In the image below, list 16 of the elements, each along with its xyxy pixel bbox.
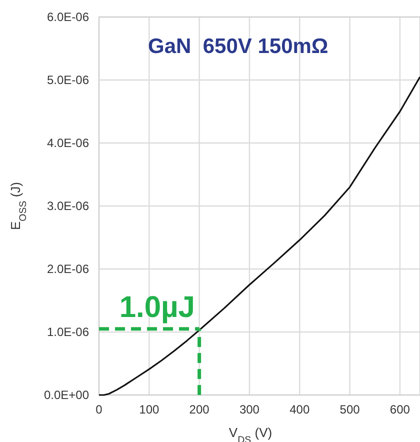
y-tick-label: 0.0E+00 [44, 388, 90, 402]
x-tick-label: 600 [390, 402, 410, 417]
y-tick-label: 2.0E-06 [46, 262, 90, 276]
y-tick-label: 1.0E-06 [46, 324, 90, 339]
y-tick-label: 6.0E-06 [46, 10, 90, 24]
y-tick-label: 3.0E-06 [46, 198, 90, 213]
annotation: 1.0µJ [119, 290, 195, 324]
y-tick-label: 5.0E-06 [46, 72, 90, 87]
text: GaN 650V 150mΩ [148, 35, 328, 58]
x-tick-label: 300 [239, 402, 260, 417]
x-tick-label: 100 [139, 402, 160, 417]
x-tick-label: 500 [340, 402, 360, 417]
x-tick-label: 400 [290, 402, 310, 417]
y-tick-label: 4.0E-06 [46, 136, 90, 150]
x-tick-label: 0 [96, 402, 103, 417]
x-tick-label: 200 [189, 402, 210, 417]
